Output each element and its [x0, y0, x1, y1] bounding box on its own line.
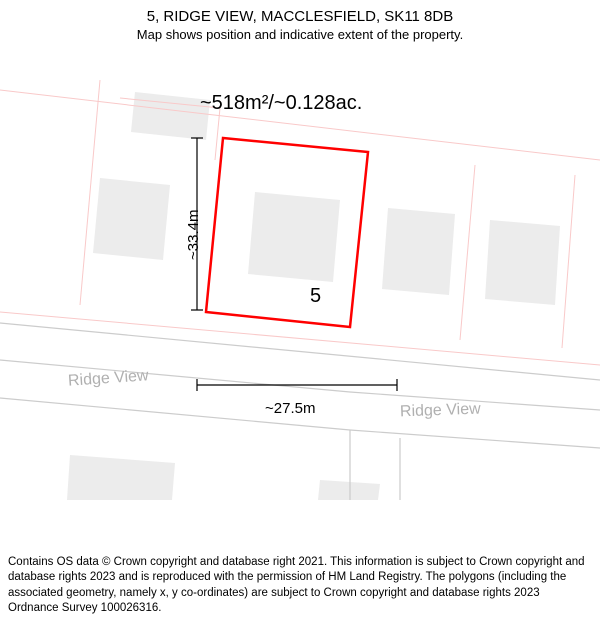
map-svg [0, 50, 600, 500]
dim-vertical-label: ~33.4m [185, 210, 202, 260]
page-title: 5, RIDGE VIEW, MACCLESFIELD, SK11 8DB [0, 8, 600, 25]
road-label: Ridge View [400, 401, 481, 422]
header: 5, RIDGE VIEW, MACCLESFIELD, SK11 8DB Ma… [0, 0, 600, 42]
area-label: ~518m²/~0.128ac. [200, 92, 362, 115]
plot-number-label: 5 [310, 285, 321, 308]
page: 5, RIDGE VIEW, MACCLESFIELD, SK11 8DB Ma… [0, 0, 600, 625]
map-area: ~518m²/~0.128ac. ~33.4m ~27.5m 5 Ridge V… [0, 50, 600, 500]
page-subtitle: Map shows position and indicative extent… [0, 27, 600, 42]
copyright-footer: Contains OS data © Crown copyright and d… [8, 555, 592, 617]
dim-horizontal-label: ~27.5m [265, 400, 315, 417]
